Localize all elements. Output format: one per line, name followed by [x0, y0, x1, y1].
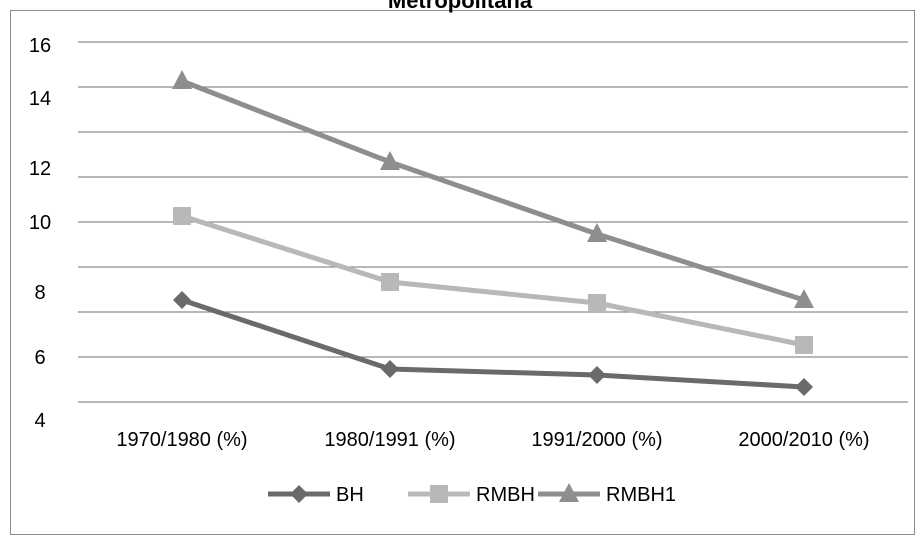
data-point-bh: [173, 291, 191, 309]
data-point-rmbh1: [587, 223, 607, 242]
legend-marker-rmbh: [430, 485, 448, 503]
legend: BH RMBH RMBH1: [268, 483, 676, 506]
legend-label-rmbh1: RMBH1: [606, 484, 676, 506]
y-tick-label: 8: [34, 282, 45, 304]
legend-marker-rmbh1: [559, 483, 579, 502]
series-group: [172, 70, 814, 396]
series-line-bh: [181, 297, 805, 390]
data-point-rmbh1: [794, 289, 814, 308]
data-point-bh: [381, 360, 399, 378]
y-tick-label: 12: [29, 158, 51, 180]
data-point-bh: [795, 378, 813, 396]
y-tick-label: 4: [34, 410, 45, 432]
y-tick-label: 10: [29, 212, 51, 234]
x-tick-label: 2000/2010 (%): [738, 429, 869, 451]
y-tick-labels: 16 14 12 10 8 6 4: [29, 35, 51, 432]
data-point-rmbh: [381, 273, 399, 291]
x-tick-label: 1991/2000 (%): [531, 429, 662, 451]
x-tick-label: 1980/1991 (%): [324, 429, 455, 451]
gridlines: [78, 41, 908, 403]
y-tick-label: 14: [29, 88, 51, 110]
data-point-rmbh1: [380, 151, 400, 170]
x-tick-labels: 1970/1980 (%) 1980/1991 (%) 1991/2000 (%) 2…: [116, 429, 869, 451]
x-tick-label: 1970/1980 (%): [116, 429, 247, 451]
chart-title: Metropolitana: [387, 0, 533, 13]
data-point-rmbh1: [172, 70, 192, 89]
legend-label-bh: BH: [336, 484, 364, 506]
data-point-rmbh: [588, 294, 606, 312]
legend-marker-bh: [290, 485, 308, 503]
y-tick-label: 16: [29, 35, 51, 57]
chart-frame: [10, 10, 915, 535]
legend-label-rmbh: RMBH: [476, 484, 535, 506]
data-point-rmbh: [173, 207, 191, 225]
series-line-rmbh: [181, 213, 805, 348]
series-line-rmbh1: [181, 78, 805, 303]
data-point-bh: [588, 366, 606, 384]
data-point-rmbh: [795, 336, 813, 354]
y-tick-label: 6: [34, 347, 45, 369]
